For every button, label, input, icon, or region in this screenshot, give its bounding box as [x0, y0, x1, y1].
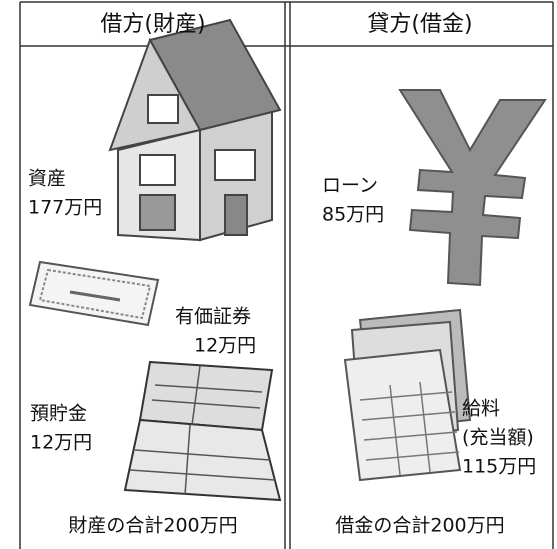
house-illustration	[108, 18, 282, 242]
item-name: 給料	[462, 398, 500, 420]
item-amount: 177万円	[28, 197, 102, 219]
debit-header: 借方(財産)	[100, 12, 205, 37]
item-name: 有価証券	[175, 306, 251, 328]
credit-header: 貸方(借金)	[367, 12, 472, 37]
pay-envelope-illustration	[343, 308, 472, 482]
certificate-illustration	[28, 260, 160, 327]
item-note: (充当額)	[462, 427, 534, 449]
bankbook-illustration	[123, 360, 282, 502]
credit-total: 借金の合計200万円	[335, 515, 504, 537]
item-amount: 12万円	[194, 335, 256, 357]
table-frame	[19, 1, 554, 549]
item-name: 資産	[28, 168, 66, 190]
item-name: 預貯金	[30, 403, 87, 425]
yen-illustration	[398, 89, 547, 287]
item-amount: 12万円	[30, 432, 92, 454]
item-amount: 115万円	[462, 456, 536, 478]
item-amount: 85万円	[322, 204, 384, 226]
debit-total: 財産の合計200万円	[68, 515, 237, 537]
item-name: ローン	[322, 175, 378, 197]
